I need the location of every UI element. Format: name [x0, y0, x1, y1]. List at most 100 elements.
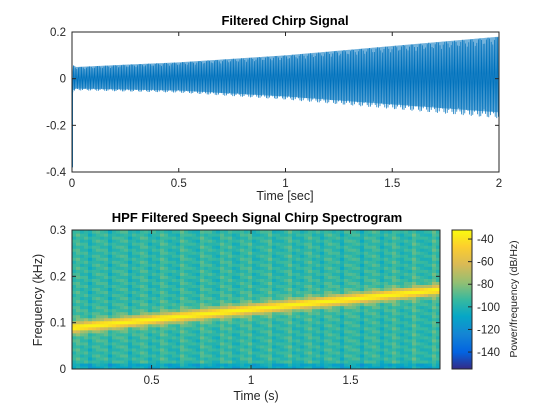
spectrogram-cell [216, 347, 221, 352]
spectrogram-cell [80, 245, 85, 249]
spectrogram-cell [276, 248, 281, 252]
spectrogram-cell [360, 338, 365, 343]
spectrogram-cell [404, 242, 409, 246]
spectrogram-cell [216, 236, 221, 240]
spectrogram-cell [352, 335, 357, 340]
spectrogram-cell [112, 257, 117, 261]
spectrogram-cell [404, 278, 409, 282]
spectrogram-cell [424, 266, 429, 270]
spectrogram-cell [432, 329, 437, 334]
spectrogram-cell [240, 299, 245, 304]
spectrogram-cell [276, 323, 281, 328]
spectrogram-cell [428, 293, 433, 298]
spectrogram-cell [308, 245, 313, 249]
spectrogram-cell [112, 353, 117, 358]
spectrogram-cell [320, 341, 325, 346]
spectrogram-cell [396, 308, 401, 313]
spectrogram-cell [80, 272, 85, 276]
spectrogram-cell [144, 356, 149, 361]
spectrogram-cell [192, 269, 197, 273]
spectrogram-cell [152, 332, 157, 337]
spectrogram-cell [344, 263, 349, 267]
spectrogram-cell [396, 359, 401, 364]
spectrogram-cell [304, 296, 309, 301]
spectrogram-cell [404, 353, 409, 358]
spectrogram-cell [180, 350, 185, 355]
spectrogram-cell [156, 317, 161, 322]
spectrogram-cell [360, 335, 365, 340]
spectrogram-cell [100, 293, 105, 298]
spectrogram-cell [196, 347, 201, 352]
spectrogram-cell [84, 314, 89, 319]
spectrogram-cell [212, 248, 217, 252]
spectrogram-cell [336, 275, 341, 279]
spectrogram-cell [328, 299, 333, 304]
spectrogram-cell [396, 248, 401, 252]
spectrogram-cell [368, 299, 373, 304]
spectrogram-cell [256, 356, 261, 361]
spectrogram-cell [292, 350, 297, 355]
spectrogram-cell [296, 269, 301, 273]
spectrogram-cell [320, 347, 325, 352]
spectrogram-cell [324, 254, 329, 258]
spectrogram-cell [264, 317, 269, 322]
spectrogram-cell [80, 281, 85, 285]
spectrogram-cell [300, 230, 305, 234]
spectrogram-cell [224, 239, 229, 243]
spectrogram-cell [204, 341, 209, 346]
spectrogram-cell [296, 311, 301, 316]
spectrogram-cell [280, 305, 285, 310]
spectrogram-cell [324, 314, 329, 319]
spectrogram-cell [400, 251, 405, 255]
spectrogram-cell [76, 266, 81, 270]
spectrogram-cell [272, 284, 277, 289]
spectrogram-cell [132, 260, 137, 264]
spectrogram-cell [132, 245, 137, 249]
spectrogram-cell [92, 326, 97, 331]
spectrogram-cell [224, 341, 229, 346]
spectrogram-cell [144, 275, 149, 279]
spectrogram-cell [424, 317, 429, 322]
spectrogram-cell [380, 260, 385, 264]
spectrogram-cell [116, 299, 121, 304]
spectrogram-cell [380, 257, 385, 261]
spectrogram-cell [400, 296, 405, 301]
spectrogram-cell [404, 299, 409, 304]
spectrogram-cell [280, 248, 285, 252]
spectrogram-cell [128, 362, 133, 367]
spectrogram-cell [200, 269, 205, 273]
spectrogram-cell [316, 353, 321, 358]
spectrogram-cell [116, 320, 121, 325]
spectrogram-cell [228, 272, 233, 276]
spectrogram-cell [200, 320, 205, 325]
spectrogram-cell [152, 263, 157, 267]
spectrogram-cell [220, 359, 225, 364]
spectrogram-cell [260, 284, 265, 289]
spectrogram-cell [420, 251, 425, 255]
spectrogram-cell [416, 323, 421, 328]
spectrogram-cell [368, 341, 373, 346]
spectrogram-cell [144, 353, 149, 358]
spectrogram-cell [348, 260, 353, 264]
spectrogram-cell [148, 257, 153, 261]
spectrogram-cell [368, 242, 373, 246]
spectrogram-cell [328, 284, 333, 289]
spectrogram-cell [172, 251, 177, 255]
spectrogram-cell [104, 266, 109, 270]
spectrogram-cell [116, 314, 121, 319]
top-x-axis: 0 0.5 1 1.5 2 [69, 32, 502, 190]
spectrogram-cell [428, 317, 433, 322]
spectrogram-cell [164, 308, 169, 313]
spectrogram-cell [120, 323, 125, 328]
spectrogram-cell [296, 332, 301, 337]
spectrogram-cell [396, 293, 401, 298]
spectrogram-cell [308, 314, 313, 319]
spectrogram-cell [212, 359, 217, 364]
spectrogram-cell [252, 344, 257, 349]
spectrogram-cell [228, 278, 233, 282]
spectrogram-cell [324, 296, 329, 301]
spectrogram-cell [256, 251, 261, 255]
spectrogram-cell [276, 332, 281, 337]
spectrogram-cell [244, 359, 249, 364]
spectrogram-cell [240, 296, 245, 301]
